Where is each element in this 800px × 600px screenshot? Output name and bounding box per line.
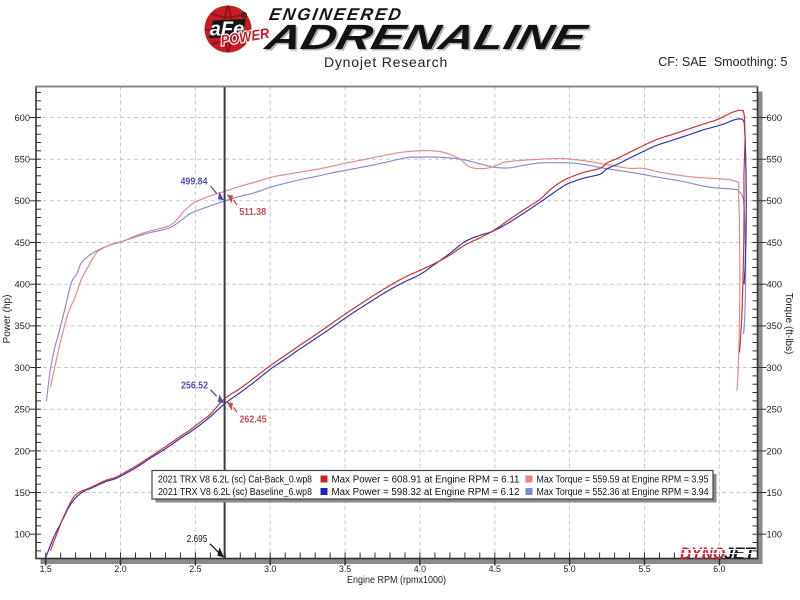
svg-text:4.5: 4.5 <box>489 564 501 574</box>
svg-text:5.0: 5.0 <box>563 564 575 574</box>
svg-text:2021 TRX V8 6.2L (sc) Cat-Back: 2021 TRX V8 6.2L (sc) Cat-Back_0.wp8 <box>158 474 312 485</box>
svg-text:300: 300 <box>767 363 783 373</box>
svg-text:499.84: 499.84 <box>181 176 208 188</box>
svg-text:6.0: 6.0 <box>713 564 725 574</box>
svg-text:600: 600 <box>14 113 30 123</box>
svg-text:2.5: 2.5 <box>189 564 201 574</box>
svg-text:Engine RPM (rpmx1000): Engine RPM (rpmx1000) <box>347 575 446 586</box>
svg-text:100: 100 <box>767 530 783 540</box>
svg-text:3.0: 3.0 <box>264 564 276 574</box>
svg-text:400: 400 <box>767 280 783 290</box>
svg-text:Max Torque = 552.36 at Engine: Max Torque = 552.36 at Engine RPM = 3.94 <box>537 487 709 498</box>
svg-text:150: 150 <box>767 488 783 498</box>
svg-text:500: 500 <box>14 196 30 206</box>
svg-text:450: 450 <box>14 238 30 248</box>
svg-text:4.0: 4.0 <box>414 564 426 574</box>
svg-text:2021 TRX V8 6.2L (sc) Baseline: 2021 TRX V8 6.2L (sc) Baseline_6.wp8 <box>158 487 312 498</box>
svg-text:2.0: 2.0 <box>114 564 126 574</box>
svg-text:aFe: aFe <box>210 19 244 41</box>
svg-text:Torque (ft-lbs): Torque (ft-lbs) <box>783 293 794 355</box>
svg-text:Max Torque = 559.59 at Engine: Max Torque = 559.59 at Engine RPM = 3.95 <box>537 474 709 485</box>
svg-text:262.45: 262.45 <box>240 414 267 426</box>
svg-text:600: 600 <box>767 113 783 123</box>
svg-text:200: 200 <box>767 446 783 456</box>
svg-text:350: 350 <box>767 321 783 331</box>
svg-text:150: 150 <box>14 488 30 498</box>
svg-text:450: 450 <box>767 238 783 248</box>
svg-text:Max Power = 598.32 at Engine R: Max Power = 598.32 at Engine RPM = 6.12 <box>332 487 520 498</box>
svg-text:3.5: 3.5 <box>339 564 351 574</box>
svg-text:5.5: 5.5 <box>638 564 650 574</box>
svg-text:100: 100 <box>14 530 30 540</box>
svg-text:R: R <box>242 13 246 19</box>
svg-text:POWER: POWER <box>220 26 271 50</box>
svg-text:1.5: 1.5 <box>40 564 52 574</box>
svg-text:2.695: 2.695 <box>187 533 208 545</box>
svg-text:550: 550 <box>14 155 30 165</box>
svg-text:200: 200 <box>14 446 30 456</box>
svg-text:Max Power = 608.91 at Engine R: Max Power = 608.91 at Engine RPM = 6.11 <box>332 474 520 485</box>
svg-text:250: 250 <box>14 405 30 415</box>
svg-text:350: 350 <box>14 321 30 331</box>
svg-text:300: 300 <box>14 363 30 373</box>
svg-text:511.38: 511.38 <box>239 206 266 218</box>
svg-text:400: 400 <box>14 280 30 290</box>
svg-text:256.52: 256.52 <box>181 380 208 392</box>
svg-text:550: 550 <box>767 155 783 165</box>
svg-text:500: 500 <box>767 196 783 206</box>
svg-text:250: 250 <box>767 405 783 415</box>
svg-text:Power (hp): Power (hp) <box>2 295 13 344</box>
